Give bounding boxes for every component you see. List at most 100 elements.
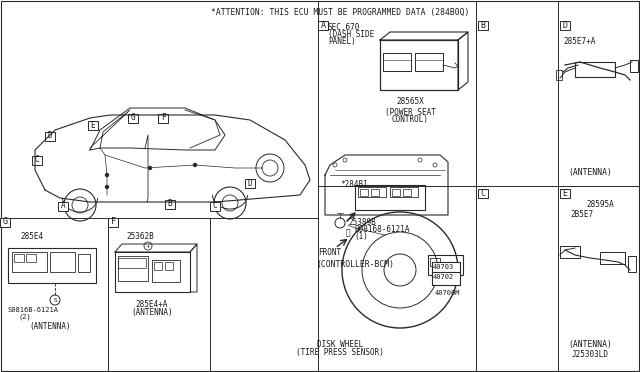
Bar xyxy=(390,187,418,197)
Bar xyxy=(430,258,440,266)
Bar xyxy=(478,189,488,198)
Text: *ATTENTION: THIS ECU MUST BE PROGRAMMED DATA (284B0Q): *ATTENTION: THIS ECU MUST BE PROGRAMMED … xyxy=(211,8,469,17)
Text: C: C xyxy=(35,155,39,164)
Bar xyxy=(358,187,386,197)
Bar xyxy=(380,40,458,90)
Bar xyxy=(50,252,75,272)
Text: D: D xyxy=(248,179,252,187)
Text: (POWER SEAT: (POWER SEAT xyxy=(385,108,435,117)
Text: C: C xyxy=(212,202,218,211)
Bar xyxy=(318,20,328,29)
Bar xyxy=(58,202,68,211)
Text: CONTROL): CONTROL) xyxy=(392,115,429,124)
Bar xyxy=(415,53,443,71)
Text: G: G xyxy=(131,113,135,122)
Text: (ANTENNA): (ANTENNA) xyxy=(568,340,612,349)
Text: S0816B-6121A: S0816B-6121A xyxy=(8,307,59,313)
Text: C: C xyxy=(481,189,486,198)
Text: (2): (2) xyxy=(18,314,31,321)
Bar xyxy=(12,252,47,272)
Bar xyxy=(14,254,24,262)
Bar xyxy=(210,202,220,211)
Bar xyxy=(355,185,425,210)
Bar xyxy=(88,121,98,129)
Text: 25362B: 25362B xyxy=(126,232,154,241)
Bar xyxy=(26,254,36,262)
Bar xyxy=(560,189,570,198)
Text: F: F xyxy=(161,113,165,122)
Bar xyxy=(8,248,96,283)
Text: (ANTENNA): (ANTENNA) xyxy=(29,322,71,331)
Text: 285E7+A: 285E7+A xyxy=(564,37,596,46)
Bar xyxy=(158,113,168,122)
Text: SEC.670: SEC.670 xyxy=(328,23,360,32)
Text: 40703: 40703 xyxy=(433,264,454,270)
Text: (TIRE PRESS SENSOR): (TIRE PRESS SENSOR) xyxy=(296,348,384,357)
Bar xyxy=(32,155,42,164)
Text: 28565X: 28565X xyxy=(396,97,424,106)
Text: S: S xyxy=(53,298,57,302)
Bar xyxy=(154,262,162,270)
Text: A: A xyxy=(321,20,326,29)
Bar xyxy=(115,252,190,292)
Text: J25303LD: J25303LD xyxy=(572,350,609,359)
Text: FRONT: FRONT xyxy=(318,248,341,257)
Text: E: E xyxy=(563,189,568,198)
Bar xyxy=(392,189,400,196)
Text: D: D xyxy=(563,20,568,29)
Text: Ⓑ: Ⓑ xyxy=(346,228,350,237)
Text: *284B1: *284B1 xyxy=(340,180,368,189)
Text: F: F xyxy=(111,218,115,227)
Text: A: A xyxy=(61,202,65,211)
Bar xyxy=(575,62,615,77)
Bar xyxy=(108,218,118,227)
Bar xyxy=(478,20,488,29)
Text: B: B xyxy=(481,20,486,29)
Circle shape xyxy=(193,164,196,167)
Bar xyxy=(560,20,570,29)
Bar xyxy=(560,246,580,258)
Bar xyxy=(165,262,173,270)
Bar xyxy=(371,189,379,196)
Bar xyxy=(45,131,55,141)
Text: 40702: 40702 xyxy=(433,274,454,280)
Bar xyxy=(403,189,411,196)
Text: (ANTENNA): (ANTENNA) xyxy=(568,168,612,177)
Text: DISK WHEEL: DISK WHEEL xyxy=(317,340,363,349)
Text: (ANTENNA): (ANTENNA) xyxy=(131,308,173,317)
Bar xyxy=(383,53,411,71)
Text: E: E xyxy=(91,121,95,129)
Text: (DASH SIDE: (DASH SIDE xyxy=(328,30,374,39)
Text: PANEL): PANEL) xyxy=(328,37,356,46)
Bar xyxy=(432,272,460,285)
Bar xyxy=(118,256,148,281)
Bar xyxy=(152,260,180,282)
Bar xyxy=(630,60,638,72)
Bar xyxy=(556,70,562,80)
Bar xyxy=(0,218,10,227)
Bar xyxy=(165,199,175,208)
Circle shape xyxy=(148,167,152,170)
Text: B08168-6121A: B08168-6121A xyxy=(354,225,410,234)
Text: 25389B: 25389B xyxy=(348,218,376,227)
Text: D: D xyxy=(48,131,52,141)
Text: 2B5E7: 2B5E7 xyxy=(570,210,593,219)
Bar xyxy=(432,262,460,276)
Text: G: G xyxy=(3,218,8,227)
Text: 285E4: 285E4 xyxy=(20,232,43,241)
Text: (CONTROLLER-BCM): (CONTROLLER-BCM) xyxy=(316,260,394,269)
Text: 40700M: 40700M xyxy=(435,290,461,296)
Text: +: + xyxy=(146,244,150,248)
Circle shape xyxy=(106,173,109,176)
Bar xyxy=(78,254,90,272)
Bar xyxy=(360,189,368,196)
Bar xyxy=(128,113,138,122)
Text: (1): (1) xyxy=(354,232,368,241)
Text: 28595A: 28595A xyxy=(586,200,614,209)
Bar xyxy=(118,258,146,268)
Text: 285E4+A: 285E4+A xyxy=(136,300,168,309)
Circle shape xyxy=(106,186,109,189)
Bar xyxy=(628,256,636,272)
Text: B: B xyxy=(168,199,172,208)
Bar xyxy=(600,252,625,264)
